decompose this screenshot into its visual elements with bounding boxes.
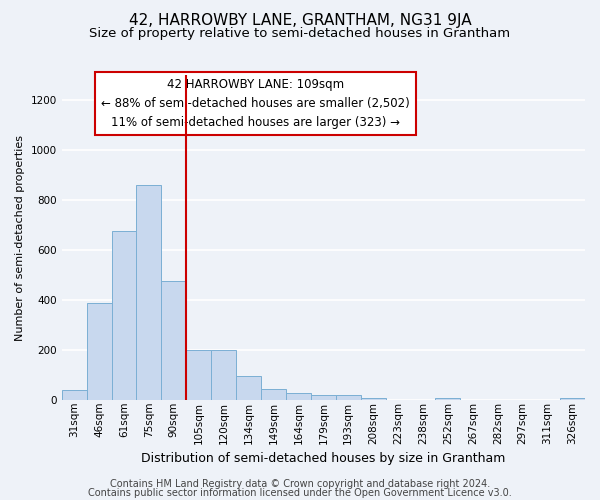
Bar (286, 392, 311, 400)
Bar (62, 390, 86, 400)
Bar (136, 185, 161, 400)
Bar (261, 389, 286, 400)
Text: Contains HM Land Registry data © Crown copyright and database right 2024.: Contains HM Land Registry data © Crown c… (110, 479, 490, 489)
Bar (161, 282, 186, 400)
Text: Size of property relative to semi-detached houses in Grantham: Size of property relative to semi-detach… (89, 28, 511, 40)
Bar (186, 350, 211, 400)
Bar (236, 376, 261, 400)
Bar (211, 350, 236, 400)
Text: 42 HARROWBY LANE: 109sqm
← 88% of semi-detached houses are smaller (2,502)
11% o: 42 HARROWBY LANE: 109sqm ← 88% of semi-d… (101, 78, 410, 130)
Bar (311, 394, 336, 400)
Bar (336, 395, 361, 400)
X-axis label: Distribution of semi-detached houses by size in Grantham: Distribution of semi-detached houses by … (141, 452, 506, 465)
Bar (86, 302, 112, 400)
Bar (560, 398, 585, 400)
Bar (361, 398, 386, 400)
Text: 42, HARROWBY LANE, GRANTHAM, NG31 9JA: 42, HARROWBY LANE, GRANTHAM, NG31 9JA (128, 12, 472, 28)
Bar (436, 398, 460, 400)
Bar (112, 232, 136, 400)
Y-axis label: Number of semi-detached properties: Number of semi-detached properties (15, 134, 25, 340)
Text: Contains public sector information licensed under the Open Government Licence v3: Contains public sector information licen… (88, 488, 512, 498)
